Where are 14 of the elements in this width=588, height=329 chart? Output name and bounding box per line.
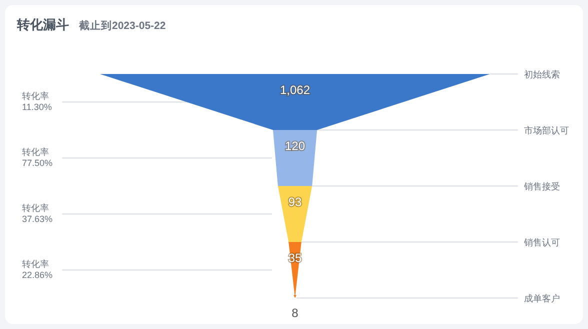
- category: 成单客户: [524, 294, 560, 304]
- category: 销售接受: [524, 182, 560, 192]
- annotation: 转化率 11.30%: [22, 91, 52, 112]
- data-label: 8: [292, 306, 299, 320]
- title: 转化漏斗 截止到2023-05-22: [17, 17, 166, 32]
- annotation: 转化率 22.86%: [22, 259, 53, 280]
- category: 初始线索: [524, 70, 560, 80]
- annotation: 转化率 77.50%: [22, 147, 53, 168]
- data-label: 93: [288, 195, 302, 209]
- category: 销售认可: [524, 238, 560, 248]
- annotation: 转化率 37.63%: [22, 203, 53, 224]
- data-label: 120: [284, 139, 306, 153]
- category: 市场部认可: [524, 126, 569, 136]
- data-label: 1,062: [280, 83, 310, 97]
